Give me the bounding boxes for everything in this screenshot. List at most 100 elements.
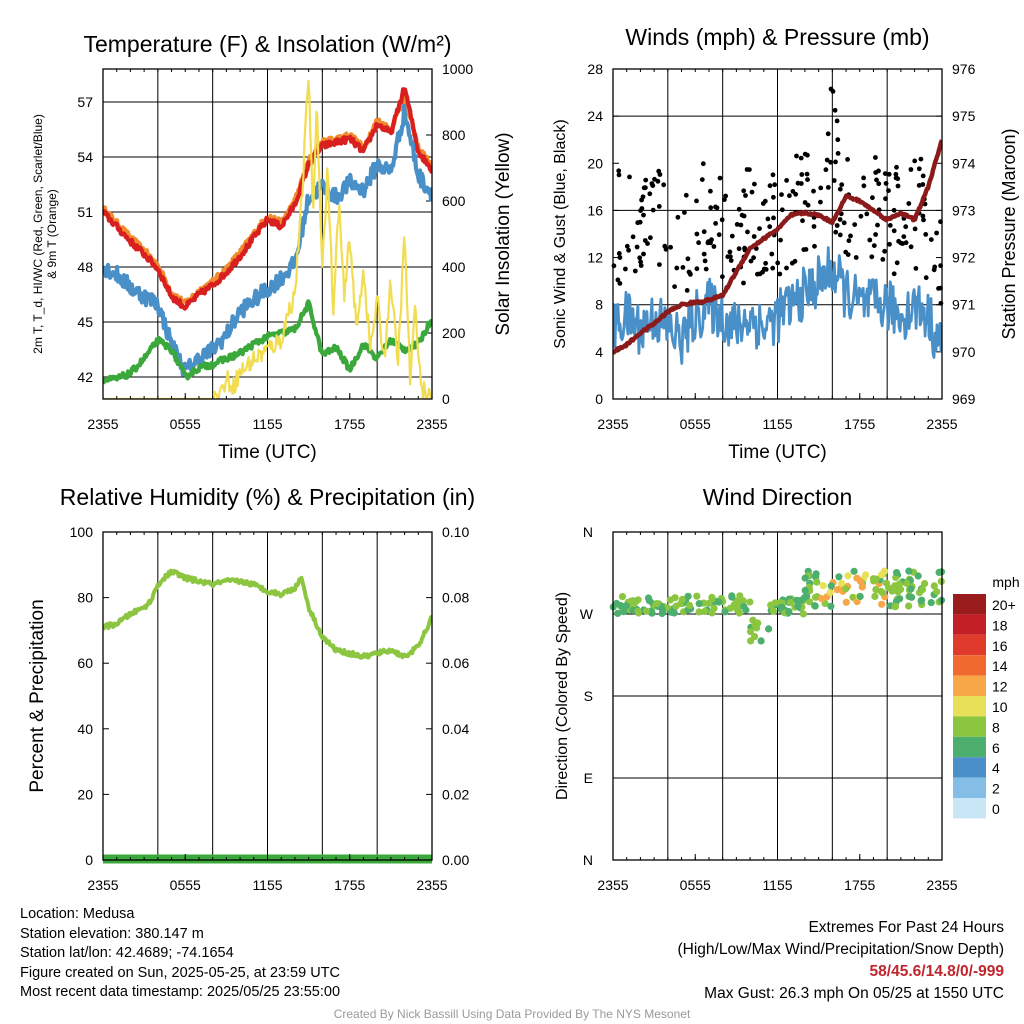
- gust-point: [812, 243, 817, 249]
- direction-point: [827, 582, 835, 590]
- direction-point: [642, 607, 651, 615]
- gust-point: [657, 262, 662, 267]
- gust-point: [825, 131, 831, 137]
- x-tick-label: 2355: [926, 877, 957, 893]
- y-tick-label-left: 20: [77, 786, 93, 802]
- y-tick-label-right: 800: [442, 127, 466, 143]
- direction-point: [878, 600, 886, 608]
- gust-point: [779, 207, 785, 213]
- speed-legend: mph 20+ 18 16 14 12 10 8 6 4 2 0: [953, 574, 1020, 819]
- y-tick-label-right: 976: [952, 61, 976, 77]
- gust-point: [894, 260, 900, 266]
- gust-point: [615, 277, 621, 283]
- gust-point: [684, 288, 690, 293]
- series-line: [103, 103, 432, 377]
- gust-point: [719, 217, 725, 223]
- direction-point: [794, 602, 802, 611]
- gust-point: [861, 175, 866, 181]
- direction-point: [726, 604, 734, 612]
- direction-point: [914, 572, 922, 580]
- direction-point: [778, 603, 786, 611]
- gust-point: [640, 194, 646, 200]
- gust-point: [771, 194, 776, 200]
- direction-point: [693, 592, 701, 600]
- panel-title: Wind Direction: [703, 484, 853, 510]
- direction-point: [653, 600, 661, 608]
- extremes-block: Extremes For Past 24 Hours (High/Low/Max…: [678, 917, 1005, 1005]
- y-tick-label-right: 972: [952, 250, 976, 266]
- gust-point: [672, 284, 677, 289]
- legend-swatch: [953, 594, 986, 615]
- gust-point: [638, 208, 643, 214]
- gust-point: [637, 219, 643, 225]
- gust-point: [913, 266, 919, 271]
- gust-point: [787, 193, 792, 199]
- gust-point: [848, 233, 853, 239]
- direction-point: [827, 602, 835, 610]
- direction-point: [879, 589, 887, 597]
- gust-point: [801, 247, 807, 253]
- direction-point: [735, 609, 743, 617]
- gust-point: [611, 263, 617, 269]
- x-tick-label: 2355: [597, 416, 628, 432]
- y-tick-label-left: 54: [77, 149, 93, 165]
- gust-point: [920, 182, 926, 187]
- station-info: Location: Medusa Station elevation: 380.…: [20, 905, 340, 1003]
- gust-point: [727, 249, 733, 255]
- gust-point: [831, 178, 837, 183]
- direction-point: [921, 580, 929, 588]
- gust-point: [858, 213, 864, 219]
- direction-point: [871, 592, 879, 601]
- direction-point: [618, 593, 627, 601]
- legend-label: 12: [992, 679, 1008, 695]
- y-tick-label-left: S: [584, 688, 593, 704]
- gust-points: [611, 86, 944, 306]
- direction-point: [937, 577, 945, 586]
- gust-point: [920, 173, 926, 179]
- gust-point: [853, 255, 859, 260]
- gust-point: [845, 252, 851, 257]
- gust-point: [883, 196, 888, 202]
- y-tick-label-right: 0.02: [442, 786, 469, 802]
- gust-point: [932, 264, 938, 270]
- gust-point: [846, 238, 852, 244]
- gust-point: [687, 270, 693, 276]
- gust-point: [713, 221, 718, 226]
- gust-point: [729, 233, 735, 239]
- direction-point: [813, 578, 821, 586]
- direction-point: [905, 567, 913, 575]
- gust-point: [784, 178, 789, 183]
- gust-point: [811, 224, 817, 229]
- y-tick-label-right: 0.10: [442, 524, 469, 540]
- direction-point: [935, 568, 943, 577]
- extremes-subheading: (High/Low/Max Wind/Precipitation/Snow De…: [677, 941, 1005, 958]
- y-axis-label-left: 2m T, T_d, HI/WC (Red, Green, Scarlet/Bl…: [31, 114, 59, 354]
- x-tick-label: 1755: [334, 416, 365, 432]
- y-tick-label-right: 0.08: [442, 590, 469, 606]
- y-tick-label-left: 80: [77, 590, 93, 606]
- direction-point: [684, 592, 692, 600]
- gust-point: [918, 156, 924, 162]
- legend-swatch: [953, 716, 986, 737]
- x-tick-label: 0555: [680, 416, 711, 432]
- direction-point: [753, 624, 761, 632]
- series-line: [103, 79, 432, 399]
- gust-point: [798, 155, 804, 161]
- gust-point: [896, 238, 901, 244]
- gust-point: [711, 244, 717, 249]
- direction-point: [630, 600, 638, 608]
- gust-point: [694, 266, 700, 272]
- gust-point: [861, 183, 867, 189]
- gust-point: [662, 243, 668, 249]
- gust-point: [891, 271, 897, 277]
- gust-point: [824, 157, 830, 163]
- y-tick-label-left: 16: [587, 202, 603, 218]
- gust-point: [921, 217, 926, 223]
- y-tick-label-left: 0: [85, 852, 93, 868]
- gust-point: [728, 258, 734, 263]
- gust-point: [650, 207, 656, 213]
- direction-point: [907, 585, 915, 593]
- gust-point: [751, 255, 756, 261]
- gust-point: [828, 159, 833, 165]
